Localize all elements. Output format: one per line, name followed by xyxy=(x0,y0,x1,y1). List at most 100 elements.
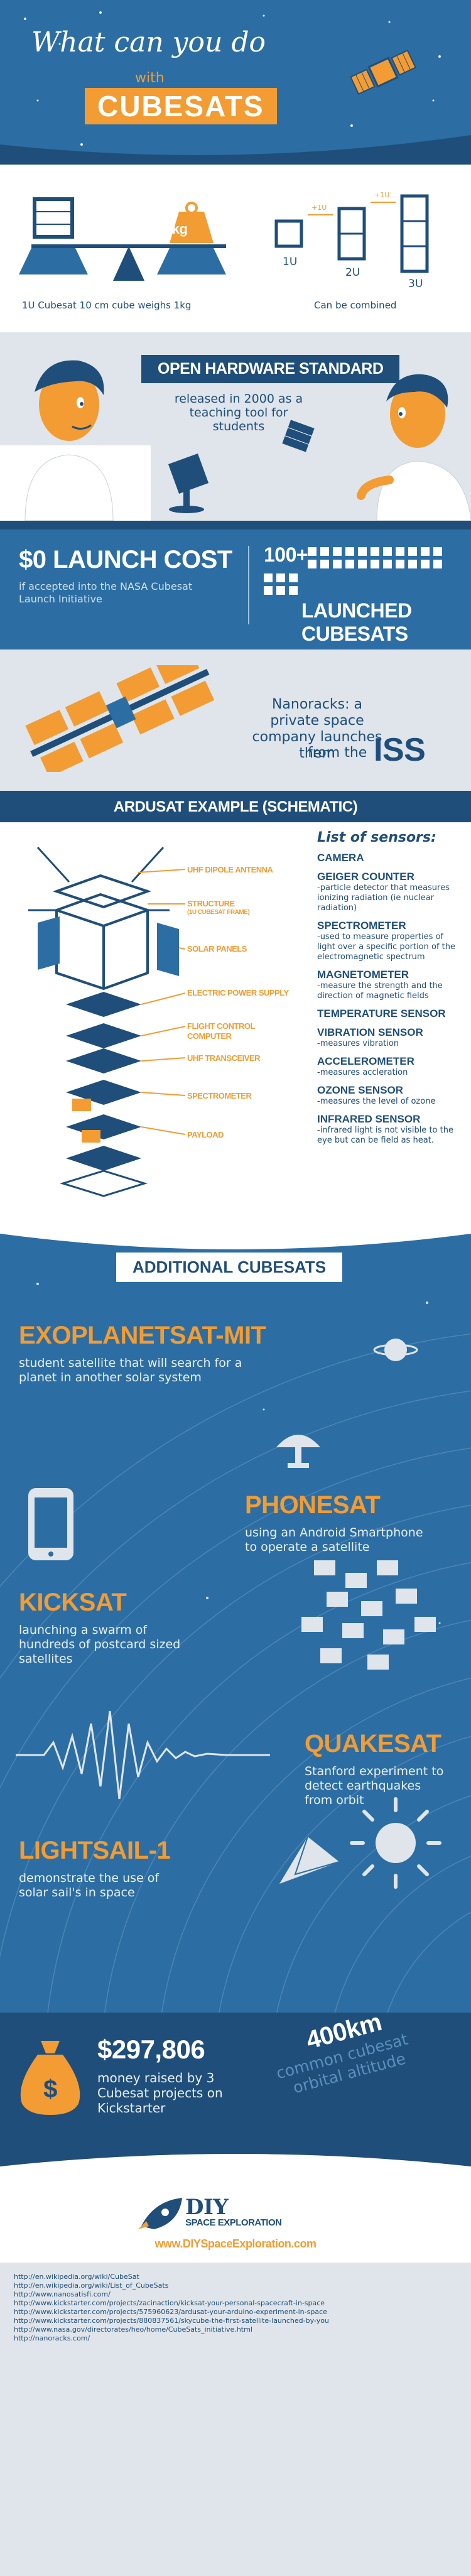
cubesat-name-kicksat: KICKSAT xyxy=(19,1589,127,1616)
iss-from: from the xyxy=(308,745,367,761)
caption-left: 1U Cubesat 10 cm cube weighs 1kg xyxy=(22,300,192,311)
reference-link[interactable]: http://www.kickstarter.com/projects/5759… xyxy=(14,2308,327,2316)
plus-1u-a: +1U xyxy=(311,204,327,212)
cubesat-desc-phonesat: using an Android Smartphone to operate a… xyxy=(245,1526,423,1554)
title-main-banner: CUBESATS xyxy=(85,88,277,124)
reference-link[interactable]: http://en.wikipedia.org/wiki/CubeSat xyxy=(14,2273,139,2281)
sensor-desc: -particle detector that measures ionizin… xyxy=(317,883,450,913)
launch-divider xyxy=(248,546,249,624)
sensor-name: ACCELEROMETER xyxy=(317,1055,414,1067)
part-structure-note: (1U CUBESAT FRAME) xyxy=(187,909,250,916)
reference-link[interactable]: http://www.kickstarter.com/projects/zaci… xyxy=(14,2299,325,2307)
iss-icon xyxy=(25,665,215,772)
brand-rest: SPACE EXPLORATION xyxy=(185,2217,282,2228)
sensor-item: MAGNETOMETER -measure the strength and th… xyxy=(317,969,458,1001)
title-with: with xyxy=(135,70,165,86)
cubesat-name-exoplanetsat: EXOPLANETSAT-MIT xyxy=(19,1322,266,1349)
sensor-item: TEMPERATURE SENSOR xyxy=(317,1008,458,1020)
brand-logo: DIY SPACE EXPLORATION xyxy=(185,2195,282,2228)
scale-illustration xyxy=(19,197,226,281)
additional-background xyxy=(0,1209,471,2013)
title-line-1: What can you do xyxy=(31,26,266,58)
reference-link[interactable]: http://www.kickstarter.com/projects/8808… xyxy=(14,2317,329,2325)
sensor-item: CAMERA xyxy=(317,852,458,864)
sensor-name: MAGNETOMETER xyxy=(317,969,409,981)
sensor-list: List of sensors: CAMERA GEIGER COUNTER -p… xyxy=(317,830,458,1146)
funding-section: $ $297,806 money raised by 3 Cubesat pro… xyxy=(0,2013,471,2188)
additional-section: ADDITIONAL CUBESATS EXOPLANETSAT-MIT stu… xyxy=(0,1209,471,2013)
references-list: http://en.wikipedia.org/wiki/CubeSat htt… xyxy=(0,2263,471,2343)
ardusat-title-bar xyxy=(0,791,471,822)
cubesat-grid-icons-left xyxy=(264,573,298,595)
hardware-section: OPEN HARDWARE STANDARD released in 2000 … xyxy=(0,332,471,521)
title-main: CUBESATS xyxy=(97,90,264,122)
money-bag-icon xyxy=(20,2041,80,2115)
reference-link[interactable]: http://www.nanosatisfi.com/ xyxy=(14,2290,111,2298)
funding-desc: money raised by 3 Cubesat projects on Ki… xyxy=(97,2070,223,2116)
people-illustration xyxy=(0,360,471,521)
sensor-desc: -measure the strength and the direction … xyxy=(317,981,443,1001)
launch-section: $0 LAUNCH COST if accepted into the NASA… xyxy=(0,521,471,649)
part-uhf-transceiver: UHF TRANSCEIVER xyxy=(187,1053,261,1063)
cubesat-desc-kicksat: launching a swarm of hundreds of postcar… xyxy=(19,1623,181,1666)
sensor-name: OZONE SENSOR xyxy=(317,1084,403,1096)
unit-2u: 2U xyxy=(345,266,360,279)
reference-link[interactable]: http://nanoracks.com/ xyxy=(14,2334,90,2342)
part-uhf-antenna: UHF DIPOLE ANTENNA xyxy=(187,865,273,874)
iss-section: Nanoracks: a private space company launc… xyxy=(0,649,471,791)
cubesat-desc-exoplanetsat: student satellite that will search for a… xyxy=(19,1356,242,1384)
sensor-desc: -infrared light is not visible to the ey… xyxy=(317,1126,453,1145)
sensor-desc: -measures vibration xyxy=(317,1039,399,1048)
launched-label: LAUNCHED CUBESATS xyxy=(301,599,412,645)
hardware-title: OPEN HARDWARE STANDARD xyxy=(158,360,384,378)
funding-amount: $297,806 xyxy=(97,2035,205,2064)
launch-cost: $0 LAUNCH COST xyxy=(19,546,232,573)
coin-symbol: $ xyxy=(43,2075,57,2103)
hardware-description: released in 2000 as a teaching tool for … xyxy=(174,392,303,433)
sensor-name: SPECTROMETER xyxy=(317,920,406,932)
footer-url[interactable]: www.DIYSpaceExploration.com xyxy=(154,2237,317,2250)
rocket-icon xyxy=(138,2198,182,2229)
sensor-item: VIBRATION SENSOR -measures vibration xyxy=(317,1026,458,1049)
cubesat-icon xyxy=(350,49,416,95)
sensor-name: INFRARED SENSOR xyxy=(317,1113,421,1125)
iss-label: ISS xyxy=(374,732,426,768)
part-structure: STRUCTURE xyxy=(187,899,235,908)
sensor-desc: -used to measure properties of light ove… xyxy=(317,932,455,962)
footer-section: DIY SPACE EXPLORATION www.DIYSpaceExplor… xyxy=(0,2188,471,2576)
cubesat-desc-lightsail: demonstrate the use of solar sail's in s… xyxy=(19,1871,160,1899)
part-payload: PAYLOAD xyxy=(187,1130,224,1139)
launch-top-stripe xyxy=(0,521,471,530)
sensor-name: VIBRATION SENSOR xyxy=(317,1026,423,1038)
ardusat-section: ARDUSAT EXAMPLE (SCHEMATIC) xyxy=(0,791,471,1209)
references-panel: http://en.wikipedia.org/wiki/CubeSat htt… xyxy=(0,2263,471,2576)
plus-1u-b: +1U xyxy=(374,191,390,199)
weight-label: 1kg xyxy=(165,221,188,237)
cubesat-grid-icons xyxy=(308,547,442,568)
unit-1u: 1U xyxy=(283,256,298,268)
sensor-item: GEIGER COUNTER -particle detector that me… xyxy=(317,871,458,913)
launch-cost-note: if accepted into the NASA Cubesat Launch… xyxy=(19,580,193,605)
part-spectrometer: SPECTROMETER xyxy=(187,1091,252,1101)
caption-right: Can be combined xyxy=(314,300,397,311)
part-flight-control: FLIGHT CONTROL xyxy=(187,1021,255,1031)
additional-title: ADDITIONAL CUBESATS xyxy=(116,1253,343,1282)
cubesat-name-phonesat: PHONESAT xyxy=(245,1491,381,1519)
reference-link[interactable]: http://www.nasa.gov/directorates/heo/hom… xyxy=(14,2325,252,2334)
cubesat-desc-quakesat: Stanford experiment to detect earthquake… xyxy=(305,1764,444,1807)
cubesat-name-lightsail: LIGHTSAIL-1 xyxy=(19,1837,171,1864)
sensors-title: List of sensors: xyxy=(317,830,436,845)
altitude-block: 400km common cubesat orbital altitude xyxy=(267,2013,471,2100)
sensor-desc: -measures the level of ozone xyxy=(317,1097,436,1106)
additional-title-banner: ADDITIONAL CUBESATS xyxy=(116,1253,343,1282)
part-solar-panels: SOLAR PANELS xyxy=(187,944,247,954)
brand-diy: DIY xyxy=(185,2195,229,2220)
unit-3u: 3U xyxy=(408,278,423,290)
cubesat-name-quakesat: QUAKESAT xyxy=(305,1730,441,1758)
sensor-item: INFRARED SENSOR -infrared light is not vi… xyxy=(317,1113,458,1146)
ardusat-schematic xyxy=(28,846,186,1197)
sensor-item: ACCELEROMETER -measures accleration xyxy=(317,1055,458,1078)
sensor-name: GEIGER COUNTER xyxy=(317,871,414,883)
header-section: What can you do with CUBESATS xyxy=(0,0,471,165)
reference-link[interactable]: http://en.wikipedia.org/wiki/List_of_Cub… xyxy=(14,2281,169,2290)
